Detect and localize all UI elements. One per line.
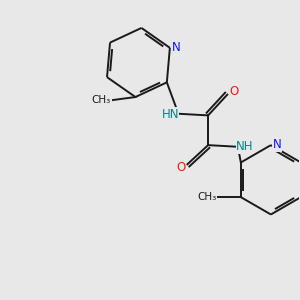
Text: HN: HN [161,108,179,121]
Text: N: N [272,138,281,151]
Text: O: O [229,85,239,98]
Text: O: O [176,161,185,174]
Text: N: N [171,41,180,54]
Text: NH: NH [236,140,254,153]
Text: CH₃: CH₃ [92,95,111,105]
Text: CH₃: CH₃ [197,192,217,202]
